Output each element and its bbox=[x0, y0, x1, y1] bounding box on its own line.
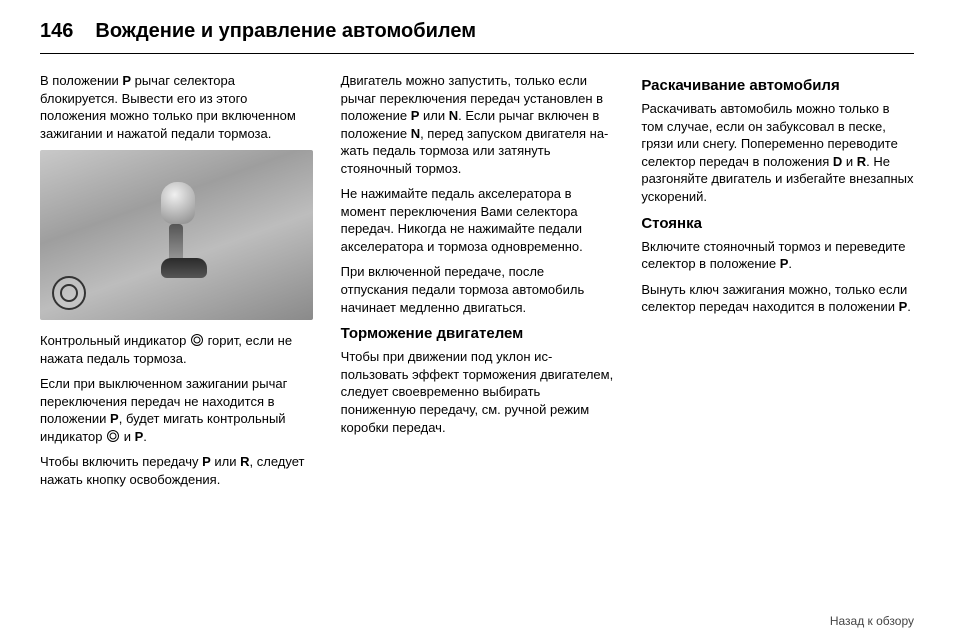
content-columns: В положении P рычаг селектора блокируетс… bbox=[40, 72, 914, 497]
c3-h1: Раскачивание автомобиля bbox=[641, 76, 914, 96]
c1-p1: В положении P рычаг селектора блокируетс… bbox=[40, 72, 313, 142]
c2-p1: Двигатель можно запустить, только если р… bbox=[341, 72, 614, 177]
c2-h1: Торможение двигателем bbox=[341, 324, 614, 344]
c3-p1: Раскачивать автомобиль можно только в то… bbox=[641, 100, 914, 205]
indicator-icon bbox=[107, 430, 119, 442]
column-3: Раскачивание автомобиля Раскачивать авто… bbox=[641, 72, 914, 497]
c1-p4: Чтобы включить передачу P или R, следует… bbox=[40, 453, 313, 488]
column-1: В положении P рычаг селектора блокируетс… bbox=[40, 72, 313, 497]
c3-p3: Вынуть ключ зажигания можно, только если… bbox=[641, 281, 914, 316]
c2-p2: Не нажимайте педаль акселера­тора в моме… bbox=[341, 185, 614, 255]
page-header: 146 Вождение и управление автомобилем bbox=[40, 20, 914, 54]
c2-p4: Чтобы при движении под уклон ис­пользова… bbox=[341, 348, 614, 436]
column-2: Двигатель можно запустить, только если р… bbox=[341, 72, 614, 497]
gear-selector-figure bbox=[40, 150, 313, 320]
gear-lever-graphic bbox=[161, 182, 191, 272]
c3-h2: Стоянка bbox=[641, 214, 914, 234]
c3-p2: Включите стояночный тормоз и пе­реведите… bbox=[641, 238, 914, 273]
figure-badge-icon bbox=[52, 276, 86, 310]
c1-p3: Если при выключенном зажигании рычаг пер… bbox=[40, 375, 313, 445]
page-title: Вождение и управление автомобилем bbox=[95, 20, 476, 43]
page-container: 146 Вождение и управление автомобилем В … bbox=[0, 0, 954, 507]
c1-p2: Контрольный индикатор горит, если не наж… bbox=[40, 332, 313, 367]
footer-back-link[interactable]: Назад к обзору bbox=[830, 614, 914, 628]
c2-p3: При включенной передаче, после отпускани… bbox=[341, 263, 614, 316]
page-number: 146 bbox=[40, 20, 73, 43]
indicator-icon bbox=[191, 334, 203, 346]
